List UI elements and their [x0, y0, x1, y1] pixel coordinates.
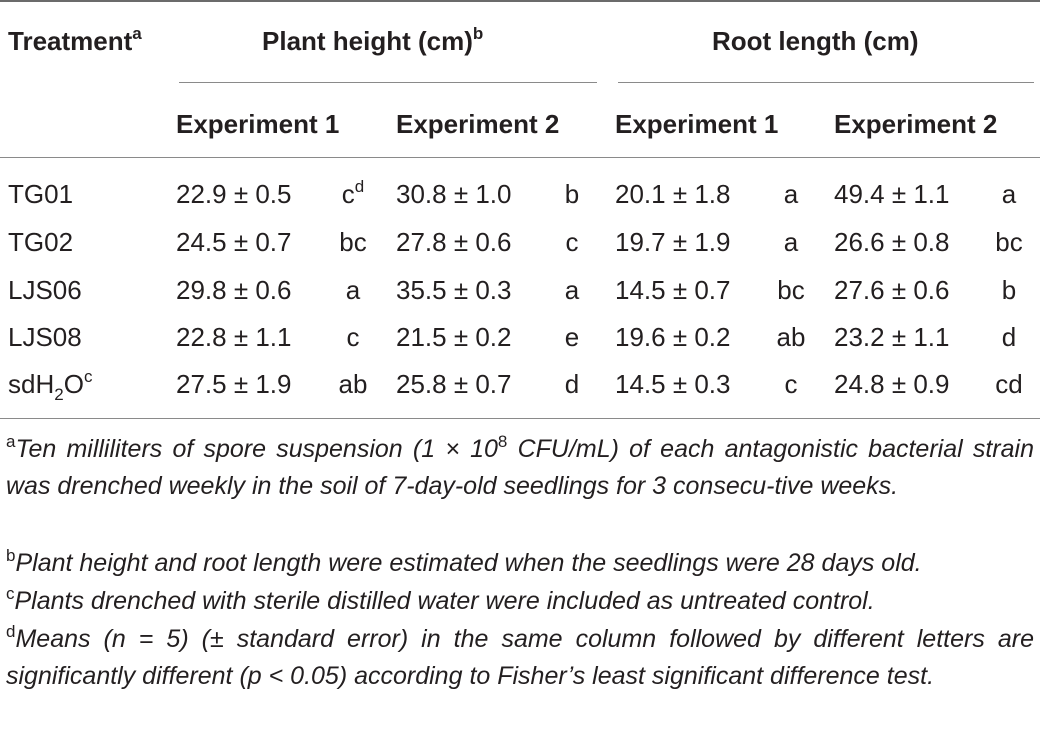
row-4-ph-exp2-letter: e — [564, 322, 580, 352]
root-length-span-rule — [618, 82, 1034, 83]
footnote-mark-a: a — [132, 24, 142, 43]
row-2-rl-exp2-letter: bc — [995, 227, 1023, 257]
header-ph-exp1: Experiment 1 — [176, 109, 340, 139]
header-ph-exp2: Experiment 2 — [396, 109, 560, 139]
row-5-treatment: sdH2Oc — [8, 367, 93, 404]
row-2-rl-exp1-letter: a — [783, 227, 799, 257]
table-top-rule — [0, 0, 1040, 2]
row-3-treatment: LJS06 — [8, 275, 82, 305]
row-5-ph-exp2: 25.8 ± 0.7 — [396, 369, 512, 399]
header-root-length: Root length (cm) — [712, 26, 919, 56]
row-5-ph-exp2-letter: d — [564, 369, 580, 399]
row-2-ph-exp1-letter: bc — [339, 227, 367, 257]
row-5-rl-exp1-letter: c — [784, 369, 798, 399]
row-5-ph-exp1: 27.5 ± 1.9 — [176, 369, 292, 399]
row-1-rl-exp2-letter: a — [1001, 179, 1017, 209]
footnote-mark-b: b — [472, 24, 484, 43]
footnote-c: cPlants drenched with sterile distilled … — [6, 584, 875, 615]
row-3-rl-exp2: 27.6 ± 0.6 — [834, 275, 950, 305]
row-1-ph-exp2: 30.8 ± 1.0 — [396, 179, 512, 209]
row-1-ph-exp2-letter: b — [564, 179, 580, 209]
row-3-rl-exp1-letter: bc — [777, 275, 805, 305]
row-3-ph-exp1: 29.8 ± 0.6 — [176, 275, 292, 305]
row-1-rl-exp1-letter: a — [783, 179, 799, 209]
row-3-ph-exp2-letter: a — [564, 275, 580, 305]
row-4-treatment: LJS08 — [8, 322, 82, 352]
row-2-treatment: TG02 — [8, 227, 74, 257]
footnote-mark-c: c — [83, 367, 93, 386]
footnote-d: dMeans (n = 5) (± standard error) in the… — [6, 622, 1034, 690]
header-rl-exp1: Experiment 1 — [615, 109, 779, 139]
row-3-ph-exp1-letter: a — [345, 275, 361, 305]
row-1-ph-exp1: 22.9 ± 0.5 — [176, 179, 292, 209]
header-treatment: Treatmenta — [8, 24, 142, 56]
row-2-rl-exp2: 26.6 ± 0.8 — [834, 227, 950, 257]
row-5-ph-exp1-letter: ab — [338, 369, 368, 399]
row-2-ph-exp2: 27.8 ± 0.6 — [396, 227, 512, 257]
row-1-ph-exp1-letter: cd — [341, 177, 365, 209]
row-2-rl-exp1: 19.7 ± 1.9 — [615, 227, 731, 257]
row-4-rl-exp1-letter: ab — [776, 322, 806, 352]
row-3-rl-exp1: 14.5 ± 0.7 — [615, 275, 731, 305]
header-plant-height: Plant height (cm)b — [262, 24, 484, 56]
row-4-rl-exp2: 23.2 ± 1.1 — [834, 322, 950, 352]
row-3-ph-exp2: 35.5 ± 0.3 — [396, 275, 512, 305]
header-rl-exp2: Experiment 2 — [834, 109, 998, 139]
row-5-rl-exp2-letter: cd — [995, 369, 1023, 399]
row-4-rl-exp2-letter: d — [1001, 322, 1017, 352]
row-4-ph-exp2: 21.5 ± 0.2 — [396, 322, 512, 352]
footnote-mark-d: d — [354, 177, 365, 196]
row-2-ph-exp1: 24.5 ± 0.7 — [176, 227, 292, 257]
header-bottom-rule — [0, 157, 1040, 158]
table-bottom-rule — [0, 418, 1040, 419]
row-2-ph-exp2-letter: c — [565, 227, 579, 257]
footnote-b: bPlant height and root length were estim… — [6, 546, 922, 577]
row-4-ph-exp1: 22.8 ± 1.1 — [176, 322, 292, 352]
plant-height-span-rule — [179, 82, 597, 83]
row-3-rl-exp2-letter: b — [1001, 275, 1017, 305]
row-4-rl-exp1: 19.6 ± 0.2 — [615, 322, 731, 352]
footnote-a: aTen milliliters of spore suspension (1 … — [6, 432, 1034, 500]
row-1-rl-exp2: 49.4 ± 1.1 — [834, 179, 950, 209]
row-1-treatment: TG01 — [8, 179, 74, 209]
row-1-rl-exp1: 20.1 ± 1.8 — [615, 179, 731, 209]
row-4-ph-exp1-letter: c — [346, 322, 360, 352]
row-5-rl-exp1: 14.5 ± 0.3 — [615, 369, 731, 399]
row-5-rl-exp2: 24.8 ± 0.9 — [834, 369, 950, 399]
